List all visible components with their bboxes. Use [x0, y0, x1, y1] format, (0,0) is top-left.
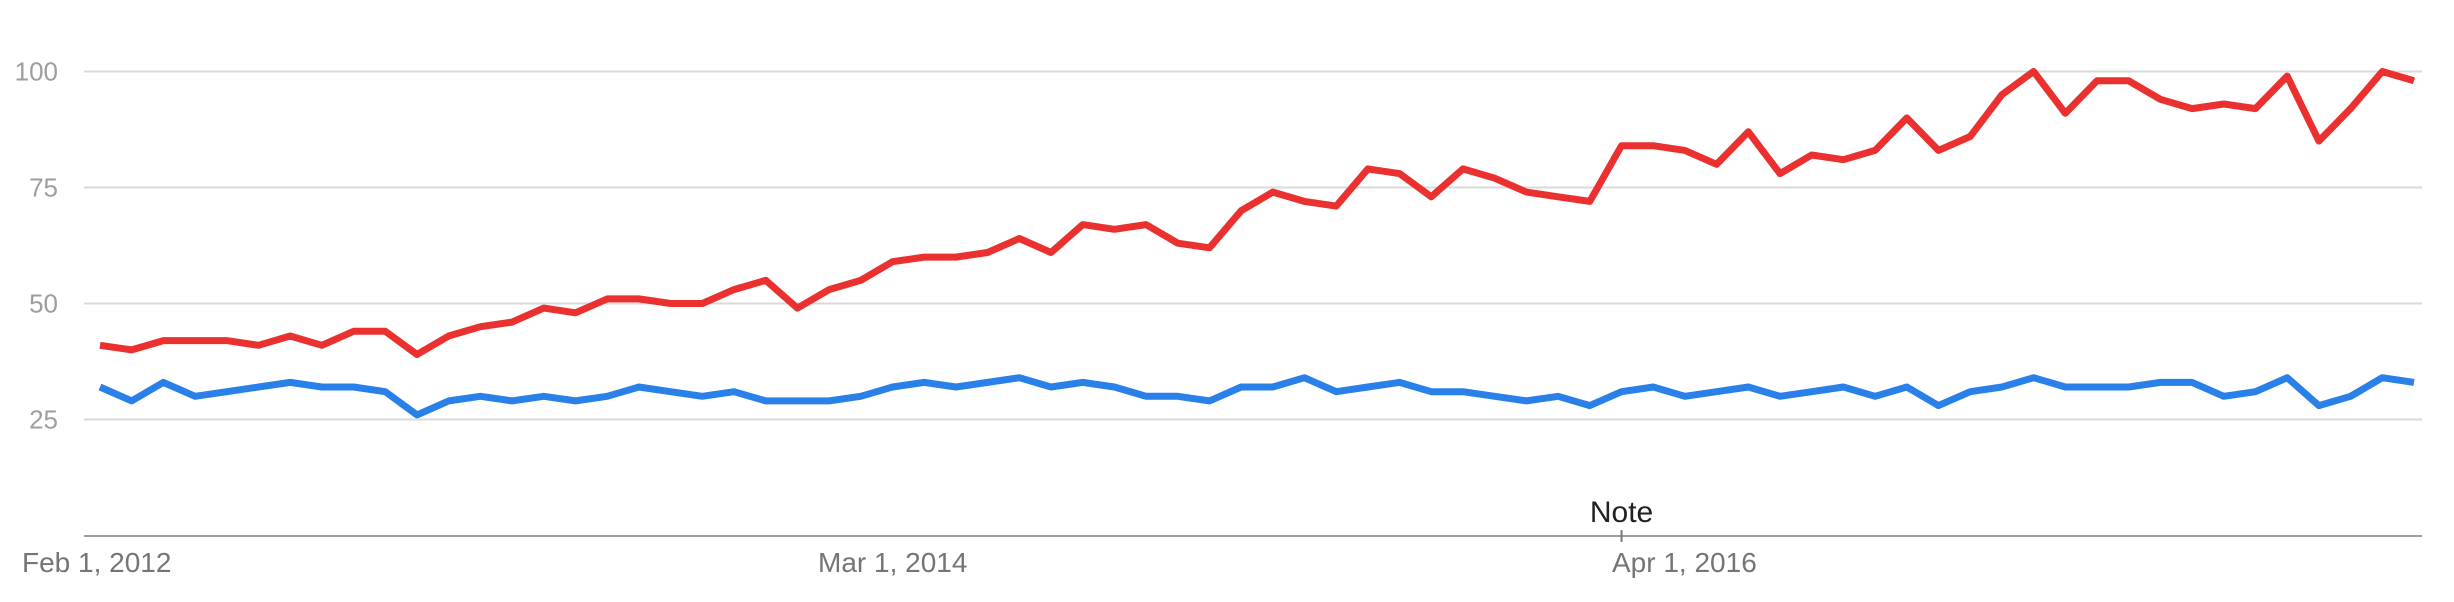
y-tick-label-50: 50	[29, 289, 58, 319]
gridlines	[84, 72, 2422, 420]
x-axis-ticks: Feb 1, 2012 Mar 1, 2014 Apr 1, 2016	[22, 547, 1757, 578]
series-line-2	[100, 378, 2414, 415]
series-line-1	[100, 72, 2414, 355]
x-tick-label-2: Mar 1, 2014	[818, 547, 967, 578]
y-tick-label-100: 100	[15, 57, 58, 87]
x-tick-label-1: Feb 1, 2012	[22, 547, 171, 578]
x-tick-label-3: Apr 1, 2016	[1612, 547, 1757, 578]
y-tick-label-75: 75	[29, 173, 58, 203]
note-label: Note	[1590, 496, 1653, 529]
series-lines	[100, 72, 2414, 415]
y-axis-labels: 100 75 50 25	[15, 57, 58, 435]
y-tick-label-25: 25	[29, 405, 58, 435]
